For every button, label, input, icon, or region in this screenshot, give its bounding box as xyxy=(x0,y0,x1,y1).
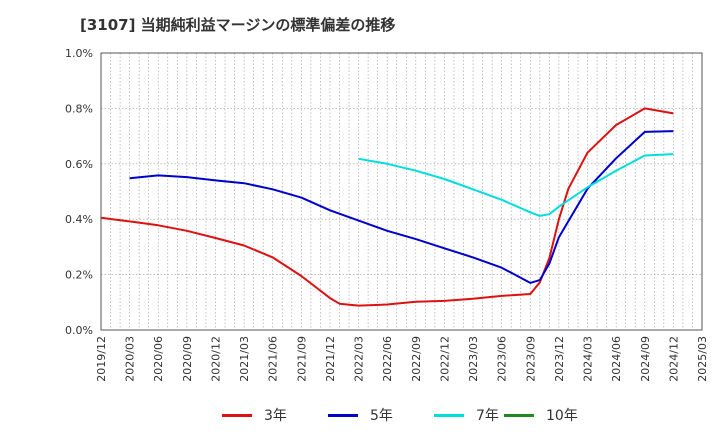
x-tick-label: 2024/09 xyxy=(639,336,652,382)
grid-lines xyxy=(101,53,702,330)
legend-swatch xyxy=(434,413,464,417)
x-tick-label: 2020/12 xyxy=(209,336,222,382)
x-axis-ticks: 2019/12 2020/03 2020/06 2020/09 2020/12 2021/… xyxy=(95,336,709,382)
legend-item: 7年 xyxy=(434,402,499,428)
legend: 3年 5年 7年 10年 xyxy=(0,402,720,428)
x-tick-label: 2021/06 xyxy=(267,336,280,382)
x-tick-label: 2024/12 xyxy=(667,336,680,382)
x-tick-label: 2024/06 xyxy=(610,336,623,382)
x-tick-label: 2020/06 xyxy=(152,336,165,382)
series-line-3年 xyxy=(100,107,674,307)
series-layer xyxy=(100,107,674,307)
legend-item: 10年 xyxy=(504,402,578,428)
x-tick-label: 2021/12 xyxy=(324,336,337,382)
legend-label: 3年 xyxy=(264,408,287,424)
y-axis-ticks: 0.0% 0.2% 0.4% 0.6% 0.8% 1.0% xyxy=(65,47,93,337)
x-tick-label: 2021/03 xyxy=(238,336,251,382)
y-tick-label: 0.2% xyxy=(65,269,93,282)
legend-item: 5年 xyxy=(328,402,393,428)
series-line-5年 xyxy=(129,130,674,284)
x-tick-label: 2022/03 xyxy=(353,336,366,382)
x-tick-label: 2022/12 xyxy=(438,336,451,382)
y-tick-label: 0.4% xyxy=(65,213,93,226)
x-tick-label: 2023/09 xyxy=(524,336,537,382)
legend-label: 5年 xyxy=(370,408,393,424)
legend-swatch xyxy=(328,413,358,417)
plot-frame xyxy=(100,52,703,331)
x-tick-label: 2023/12 xyxy=(553,336,566,382)
x-tick-label: 2023/06 xyxy=(496,336,509,382)
x-tick-label: 2022/09 xyxy=(410,336,423,382)
x-tick-label: 2021/09 xyxy=(295,336,308,382)
legend-label: 7年 xyxy=(476,408,499,424)
y-tick-label: 0.8% xyxy=(65,102,93,115)
legend-item: 3年 xyxy=(222,402,287,428)
x-tick-label: 2023/03 xyxy=(467,336,480,382)
y-tick-label: 1.0% xyxy=(65,47,93,60)
y-tick-label: 0.0% xyxy=(65,324,93,337)
x-tick-label: 2020/09 xyxy=(181,336,194,382)
y-tick-label: 0.6% xyxy=(65,158,93,171)
chart-title: [3107] 当期純利益マージンの標準偏差の推移 xyxy=(80,16,396,34)
x-tick-label: 2020/03 xyxy=(124,336,137,382)
x-tick-label: 2024/03 xyxy=(582,336,595,382)
legend-swatch xyxy=(504,413,534,417)
x-tick-label: 2025/03 xyxy=(696,336,709,382)
legend-label: 10年 xyxy=(546,408,578,424)
x-tick-label: 2019/12 xyxy=(95,336,108,382)
series-line-7年 xyxy=(358,153,674,217)
x-tick-label: 2022/06 xyxy=(381,336,394,382)
legend-swatch xyxy=(222,413,252,417)
